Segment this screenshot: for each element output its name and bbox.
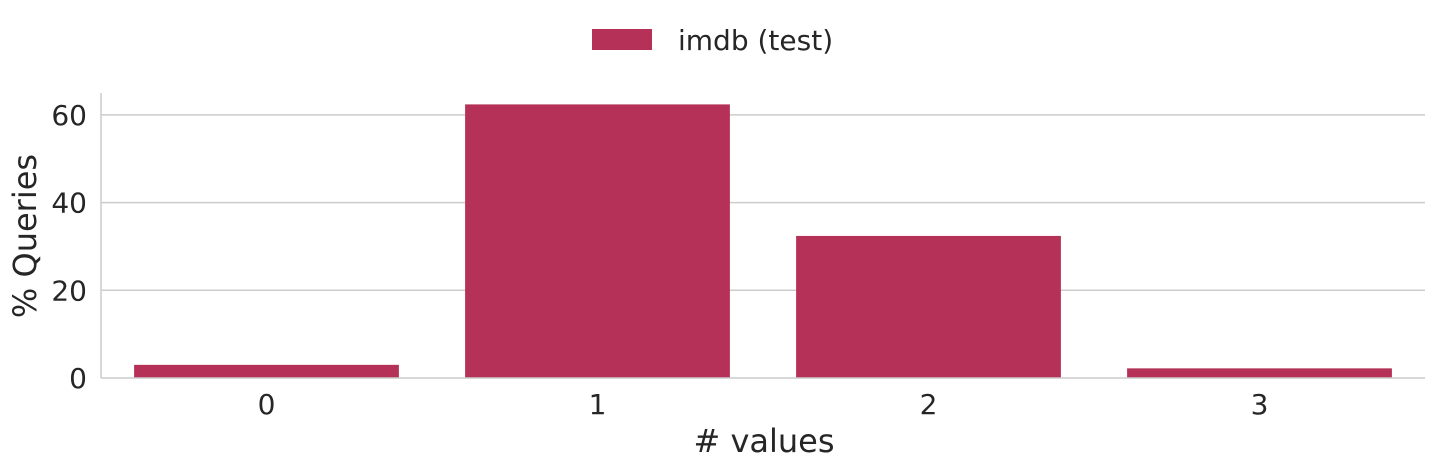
bar-0 [134,364,399,378]
x-axis-title: # values [693,422,834,460]
x-tick-label-0: 0 [258,388,276,421]
x-tick-label-3: 3 [1251,388,1269,421]
axes [100,93,1425,379]
legend-label-imdb-test: imdb (test) [678,24,833,57]
legend-swatch [592,29,652,50]
y-axis-title: % Queries [6,154,44,318]
legend: imdb (test) [592,24,833,57]
y-tick-label-40: 40 [51,187,87,220]
gridlines [101,114,1425,292]
y-tick-label-20: 20 [51,274,87,307]
bar-2 [796,235,1061,378]
bar-3 [1127,368,1392,378]
y-tick-labels: 0 20 40 60 [51,99,87,395]
y-tick-label-0: 0 [69,362,87,395]
bar-1 [465,104,730,379]
x-tick-labels: 0 1 2 3 [258,388,1269,421]
y-tick-label-60: 60 [51,99,87,132]
x-tick-label-2: 2 [920,388,938,421]
bars [134,104,1392,379]
x-tick-label-1: 1 [589,388,607,421]
